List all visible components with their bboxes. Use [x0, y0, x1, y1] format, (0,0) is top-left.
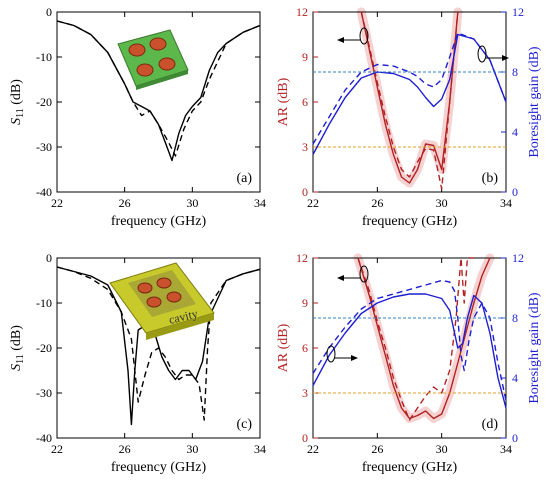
indicator-d-ar-ellipse — [359, 265, 369, 283]
panel-b-ylabel-right: Boresight gain (dB) — [527, 46, 542, 158]
panel-c-ytick-label: 0 — [46, 251, 52, 265]
panel-b-series-0 — [360, 11, 459, 184]
panel-d-ytick-right-label: 12 — [512, 251, 524, 265]
panel-a-xtick-label: 34 — [254, 196, 266, 210]
panel-a-ytick-label: -40 — [36, 185, 52, 199]
panel-c-xtick-label: 26 — [119, 442, 131, 456]
panel-b-ytick-left-label: 3 — [302, 140, 308, 154]
panel-d-ytick-right-label: 0 — [512, 431, 518, 445]
panel-b-ytick-left-label: 0 — [302, 185, 308, 199]
indicator-d-ar-arrow-head — [337, 275, 344, 281]
panel-d-label: (d) — [482, 417, 499, 432]
panel-b-label: (b) — [482, 171, 499, 186]
panel-b-series-1 — [360, 11, 459, 190]
panel-a-series-1 — [56, 20, 261, 157]
panel-b-ytick-right-label: 0 — [512, 185, 518, 199]
panel-d-xtick-label: 22 — [307, 442, 319, 456]
panel-d-series-2 — [312, 293, 507, 409]
indicator-b-gain-arrow-head — [502, 55, 509, 61]
panel-d-ytick-right-label: 8 — [512, 311, 518, 325]
panel-d-series-3 — [312, 279, 507, 401]
panel-b-xtick-label: 34 — [500, 196, 512, 210]
panel-c-xlabel: frequency (GHz) — [111, 460, 207, 475]
panel-a-ylabel: S11 (dB) — [9, 79, 26, 125]
panel-c-ytick-label: -40 — [36, 431, 52, 445]
panel-b-ytick-right-label: 8 — [512, 65, 518, 79]
panel-b-ytick-left-label: 6 — [302, 95, 308, 109]
panel-a-label: (a) — [236, 171, 252, 186]
panel-c-xtick-label: 30 — [186, 442, 198, 456]
panel-a-xtick-label: 26 — [119, 196, 131, 210]
panel-b-xtick-label: 30 — [436, 196, 448, 210]
panel-b-xtick-label: 26 — [371, 196, 383, 210]
indicator-d-gain-ellipse — [326, 345, 336, 363]
panel-d-ytick-right-label: 4 — [512, 371, 518, 385]
panel-b-ytick-left-label: 9 — [302, 50, 308, 64]
panel-d-xtick-label: 26 — [371, 442, 383, 456]
panel-d-series-1 — [357, 257, 474, 421]
panel-c-series-1 — [56, 266, 261, 421]
indicator-b-ar-arrow-head — [337, 37, 344, 43]
panel-a-xtick-label: 22 — [51, 196, 63, 210]
panel-b-ytick-right-label: 12 — [512, 5, 524, 19]
cavity-label: cavity — [167, 306, 199, 327]
panel-a-ytick-label: -10 — [36, 50, 52, 64]
panel-b-xtick-label: 22 — [307, 196, 319, 210]
panel-d-ylabel-left: AR (dB) — [276, 323, 291, 372]
indicator-d-gain-arrow-head — [351, 355, 358, 361]
patch-antenna-inset-a — [117, 29, 189, 90]
panel-d-xtick-label: 34 — [500, 442, 512, 456]
panel-c-ytick-label: -10 — [36, 296, 52, 310]
panel-c-series-0 — [56, 266, 261, 426]
panel-a-xtick-label: 30 — [186, 196, 198, 210]
panel-d-ytick-left-label: 9 — [302, 296, 308, 310]
panel-b-xlabel: frequency (GHz) — [362, 214, 458, 229]
panel-d-series-0-halo — [353, 253, 495, 423]
panel-d-ylabel-right: Boresight gain (dB) — [527, 292, 542, 404]
indicator-b-ar-ellipse — [359, 27, 369, 45]
panel-d-series-0 — [357, 257, 491, 420]
series-layer — [56, 11, 507, 426]
panel-b-series-2 — [312, 33, 507, 155]
panel-d-ytick-left-label: 3 — [302, 386, 308, 400]
panel-d-ytick-left-label: 6 — [302, 341, 308, 355]
panel-b-series-3 — [312, 32, 507, 145]
panel-d-ytick-left-label: 0 — [302, 431, 308, 445]
panel-d-ytick-left-label: 12 — [296, 251, 308, 265]
panel-c-ytick-label: -20 — [36, 341, 52, 355]
panel-c-xtick-label: 22 — [51, 442, 63, 456]
panel-c-xtick-label: 34 — [254, 442, 266, 456]
panel-b-ylabel-left: AR (dB) — [276, 77, 291, 126]
panel-b-ytick-right-label: 4 — [512, 125, 518, 139]
panel-c-ylabel: S11 (dB) — [9, 325, 26, 371]
panel-d-xtick-label: 30 — [436, 442, 448, 456]
indicator-b-gain-ellipse — [477, 45, 487, 63]
panel-b-ytick-left-label: 12 — [296, 5, 308, 19]
panel-a-ytick-label: 0 — [46, 5, 52, 19]
panel-c-label: (c) — [236, 417, 252, 432]
cavity-antenna-inset-c: cavity — [109, 262, 215, 340]
panel-c-ytick-label: -30 — [36, 386, 52, 400]
panel-a-series-0 — [56, 20, 261, 162]
panel-a-ytick-label: -30 — [36, 140, 52, 154]
panel-a-xlabel: frequency (GHz) — [111, 214, 207, 229]
panel-d-xlabel: frequency (GHz) — [362, 460, 458, 475]
panel-a-ytick-label: -20 — [36, 95, 52, 109]
